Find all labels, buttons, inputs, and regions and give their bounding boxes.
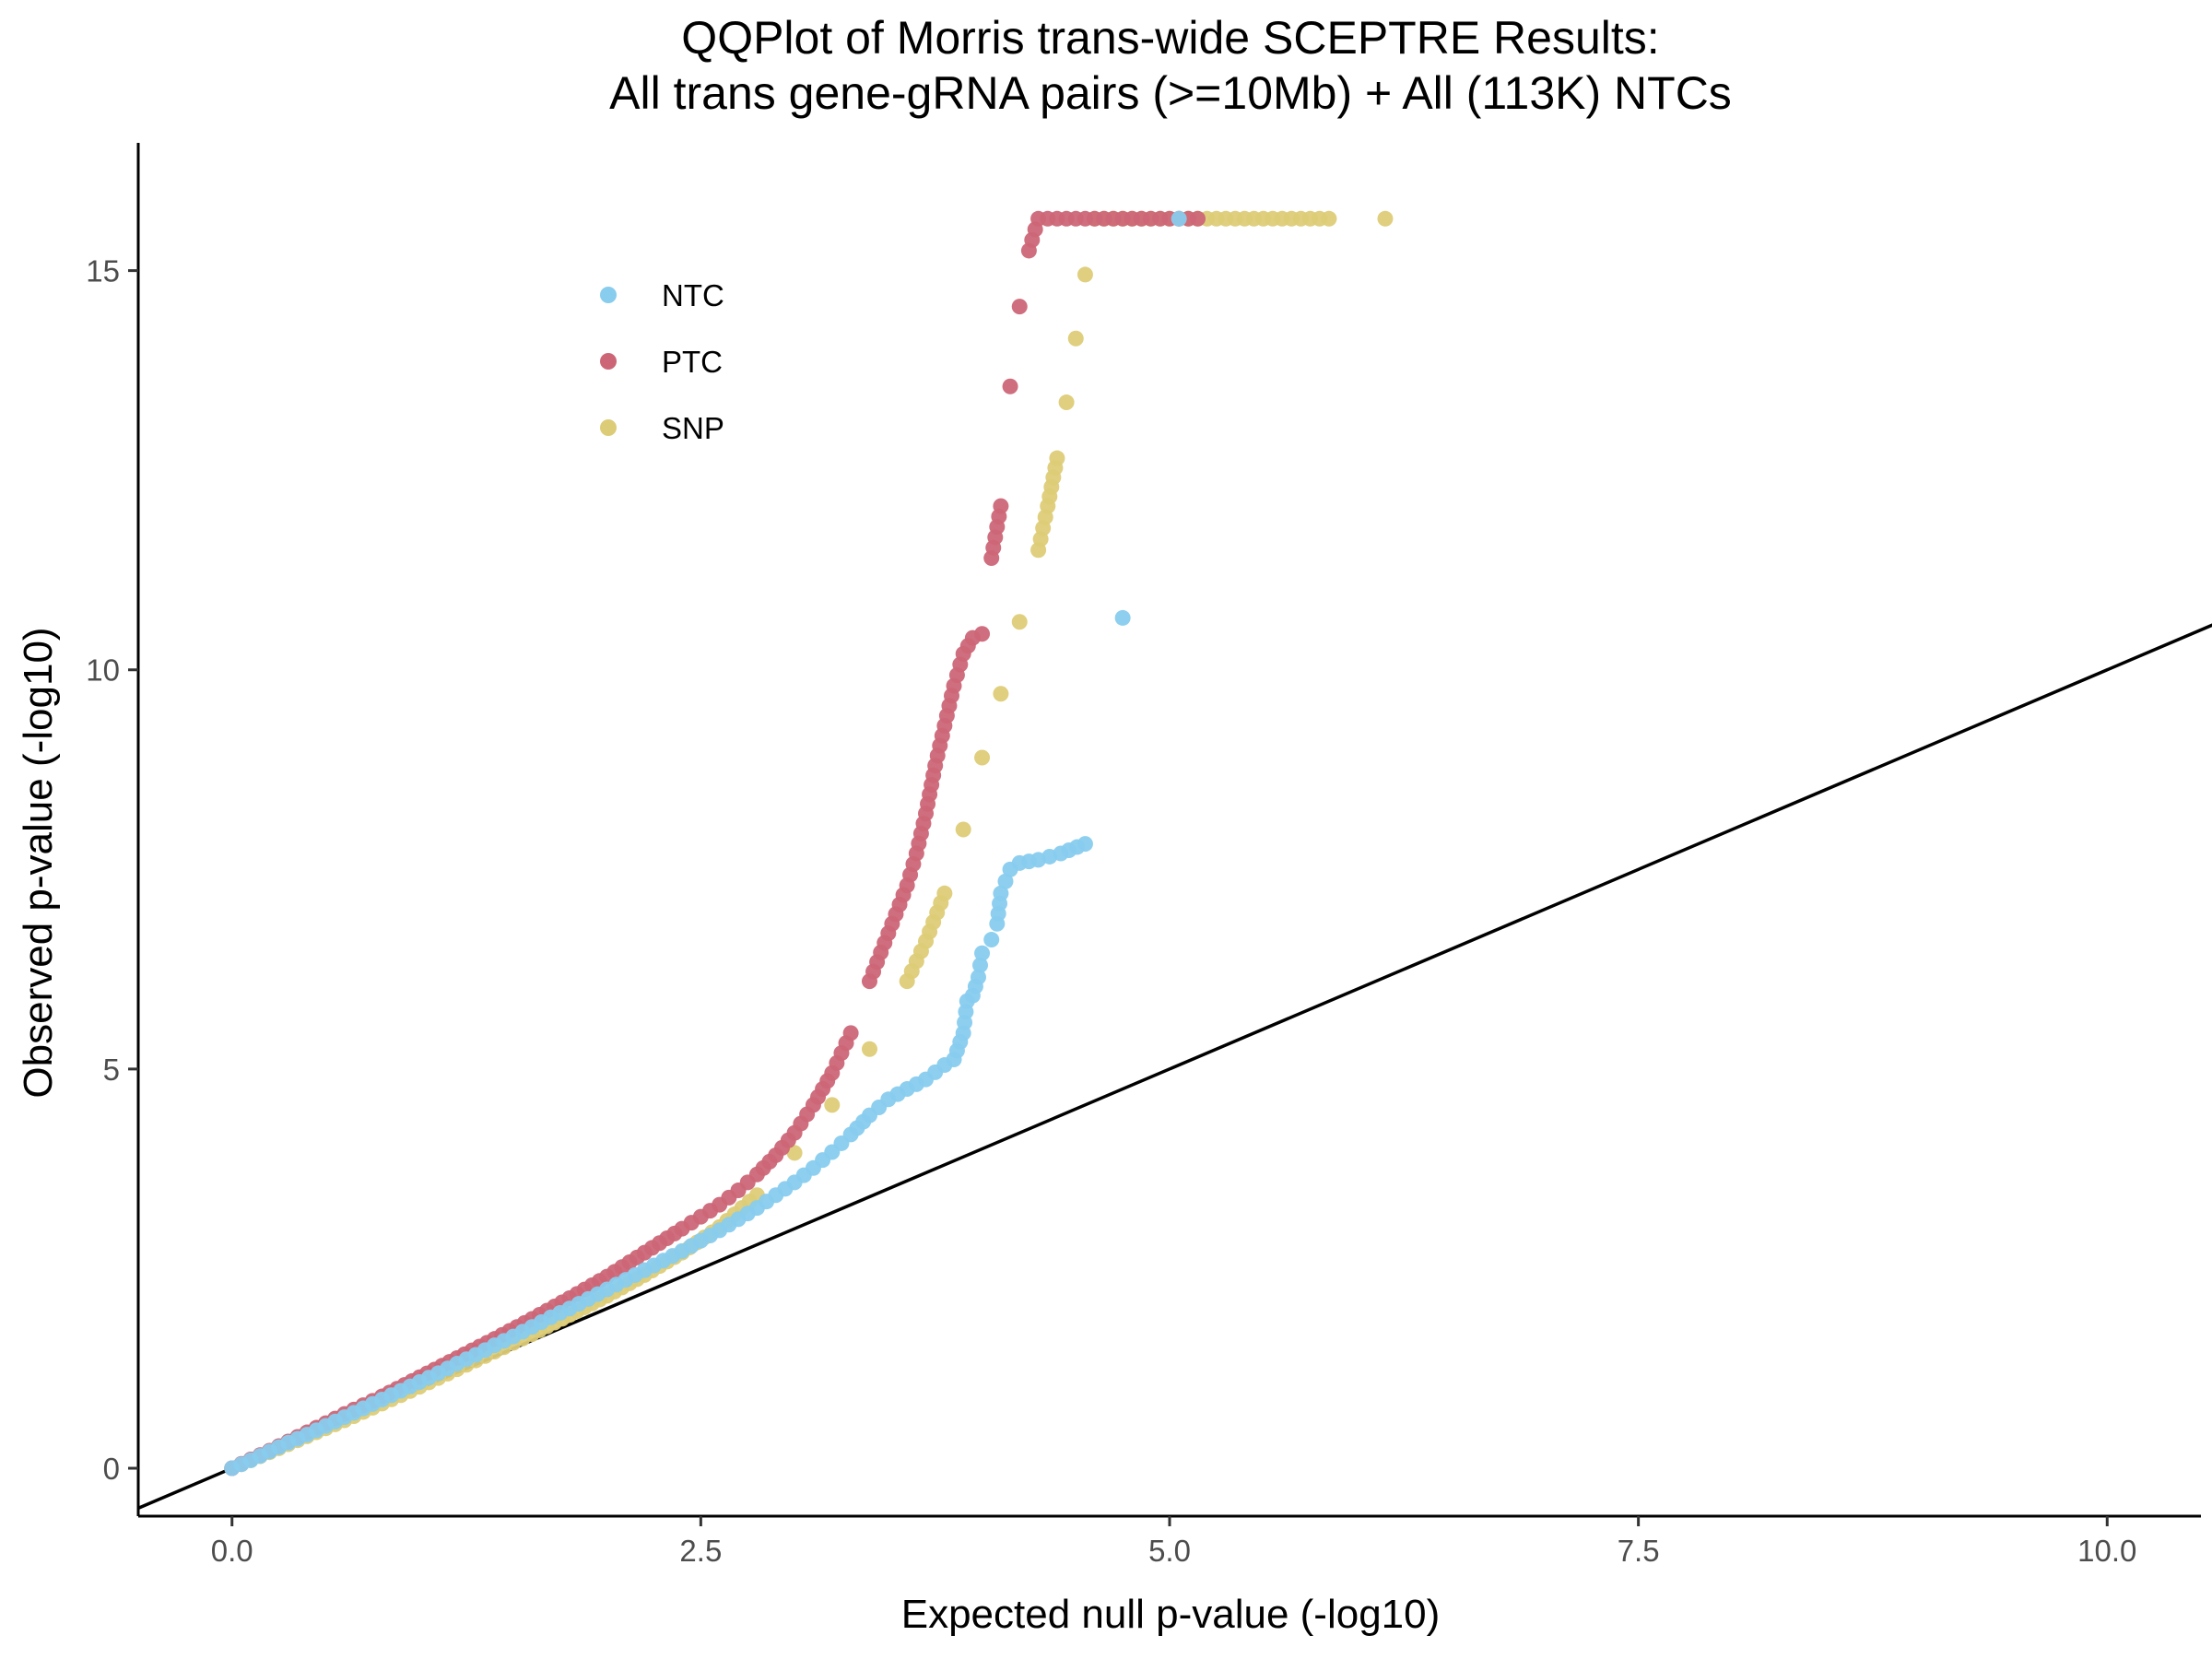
series-ptc [224, 210, 1206, 1477]
legend-label: SNP [662, 411, 724, 445]
data-point [1011, 299, 1028, 315]
points-layer [224, 210, 1394, 1477]
legend-swatch [600, 419, 617, 436]
y-axis-title: Observed p-value (-log10) [16, 627, 61, 1098]
data-point [1321, 210, 1337, 227]
y-tick-label: 5 [103, 1053, 120, 1087]
legend-swatch [600, 353, 617, 370]
x-axis-ticks: 0.0 2.5 5.0 7.5 10.0 [211, 1516, 2136, 1568]
data-point [1011, 614, 1028, 630]
data-point [955, 821, 971, 838]
data-point [1377, 210, 1394, 227]
data-point [1077, 836, 1093, 853]
legend-label: PTC [662, 345, 723, 379]
data-point [861, 1041, 877, 1057]
x-tick-label: 2.5 [679, 1534, 722, 1568]
x-tick-label: 0.0 [211, 1534, 253, 1568]
y-tick-label: 10 [86, 653, 120, 688]
data-point [983, 932, 1000, 948]
data-point [1077, 266, 1093, 283]
data-point [1049, 450, 1065, 466]
data-point [824, 1097, 841, 1113]
y-tick-label: 15 [86, 254, 120, 288]
data-point [936, 885, 953, 901]
data-point [970, 969, 986, 985]
data-point [1067, 330, 1084, 347]
series-ntc [224, 210, 1187, 1477]
data-point [1002, 378, 1018, 394]
chart-title: QQPlot of Morris trans-wide SCEPTRE Resu… [681, 12, 1659, 64]
data-point [972, 957, 989, 973]
data-point [993, 885, 1009, 901]
data-point [1190, 210, 1206, 227]
x-tick-label: 5.0 [1148, 1534, 1191, 1568]
data-point [974, 626, 991, 642]
data-point [974, 945, 991, 961]
y-tick-label: 0 [103, 1452, 120, 1486]
data-point [842, 1025, 859, 1041]
data-point [974, 749, 991, 766]
data-point [1114, 609, 1131, 626]
x-tick-label: 10.0 [2077, 1534, 2136, 1568]
data-point [1171, 210, 1187, 227]
data-point [993, 498, 1009, 514]
series-snp [224, 210, 1394, 1477]
plot-area [137, 210, 2212, 1510]
legend: NTC PTC SNP [600, 278, 724, 445]
legend-swatch [600, 287, 617, 303]
data-point [786, 1145, 803, 1161]
x-axis-title: Expected null p-value (-log10) [901, 1592, 1441, 1637]
data-point [997, 873, 1014, 889]
legend-label: NTC [662, 278, 724, 312]
data-point [1058, 394, 1075, 411]
chart-subtitle: All trans gene-gRNA pairs (>=10Mb) + All… [609, 67, 1732, 119]
x-tick-label: 7.5 [1618, 1534, 1660, 1568]
y-axis-ticks: 0 5 10 15 [86, 254, 138, 1486]
data-point [993, 686, 1009, 702]
